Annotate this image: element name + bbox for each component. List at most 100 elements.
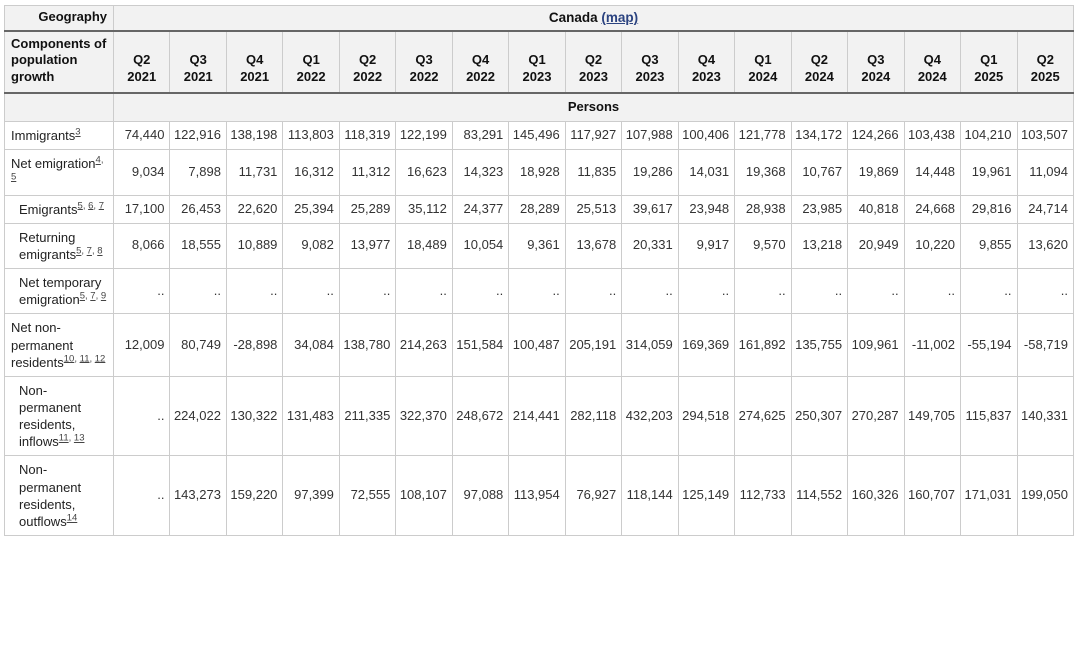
footnote-ref: 7,: [86, 245, 98, 257]
footnote-link[interactable]: 14: [66, 512, 78, 524]
value-cell: 138,198: [225, 121, 284, 151]
footnote-link[interactable]: 5: [11, 172, 17, 184]
value-cell: 294,518: [677, 375, 736, 457]
value-cell: 97,399: [282, 455, 340, 537]
unit-header: Persons: [113, 92, 1074, 123]
value-cell: 125,149: [677, 455, 736, 537]
quarter-label: Q4: [246, 52, 264, 68]
value-cell: 83,291: [451, 121, 510, 151]
footnote-link[interactable]: 13: [73, 432, 85, 444]
value-cell: 151,584: [451, 313, 510, 377]
value-cell: 19,368: [734, 149, 792, 196]
value-cell: ..: [790, 268, 849, 315]
value-cell: 135,755: [790, 313, 849, 377]
footnote-link[interactable]: 4: [95, 154, 101, 166]
footnote-link[interactable]: 7: [98, 200, 104, 212]
footnote-ref: 7: [99, 200, 104, 211]
year-label: 2023: [579, 69, 608, 85]
row-label: Net non-permanent residents10, 11, 12: [4, 313, 114, 377]
year-label: 2023: [522, 69, 552, 85]
value-cell: ..: [903, 268, 962, 315]
value-cell: 13,620: [1016, 222, 1074, 270]
value-cell: 113,954: [508, 455, 566, 537]
value-cell: 12,009: [112, 313, 171, 377]
value-cell: ..: [1016, 268, 1074, 315]
value-cell: 11,312: [338, 149, 397, 196]
value-cell: 205,191: [564, 313, 623, 377]
footnote-link[interactable]: 12: [94, 353, 106, 365]
value-cell: 10,054: [451, 222, 510, 270]
value-cell: ..: [169, 268, 227, 315]
quarter-header: Q2 2025: [1016, 30, 1074, 95]
footnote-ref: 8: [97, 246, 102, 257]
value-cell: 248,672: [451, 375, 510, 457]
footnote-link[interactable]: 11: [58, 432, 69, 444]
table-row: Emigrants5, 6, 7 17,100 26,453 22,620 25,394…: [4, 194, 1074, 224]
footnote-ref: 13: [74, 433, 85, 444]
value-cell: 159,220: [225, 455, 284, 537]
value-cell: 19,286: [621, 149, 679, 196]
footnote-link[interactable]: 3: [75, 126, 81, 138]
value-cell: 131,483: [282, 375, 340, 457]
value-cell: 18,928: [508, 149, 566, 196]
value-cell: 199,050: [1016, 455, 1074, 537]
value-cell: 9,034: [112, 149, 171, 196]
value-cell: 9,855: [960, 222, 1018, 270]
year-label: 2022: [296, 69, 326, 85]
footnote-link[interactable]: 5: [79, 290, 85, 302]
row-label: Net temporary emigration5, 7, 9: [4, 268, 114, 315]
footnote-link[interactable]: 11: [79, 353, 90, 365]
population-growth-table: Geography Canada (map) Components of pop…: [4, 4, 1074, 537]
value-cell: 314,059: [621, 313, 679, 377]
value-cell: 23,948: [677, 194, 736, 224]
value-cell: ..: [451, 268, 510, 315]
value-cell: 145,496: [508, 121, 566, 151]
year-label: 2021: [183, 69, 213, 85]
value-cell: 211,335: [338, 375, 397, 457]
quarter-header: Q1 2024: [734, 30, 792, 95]
value-cell: 40,818: [847, 194, 905, 224]
year-label: 2022: [466, 69, 495, 85]
value-cell: 35,112: [395, 194, 453, 224]
footnote-link[interactable]: 6: [88, 200, 94, 212]
region-name: Canada: [548, 10, 598, 25]
value-cell: 103,507: [1016, 121, 1074, 151]
value-cell: 11,094: [1016, 149, 1074, 196]
value-cell: 100,487: [508, 313, 566, 377]
footnote-link[interactable]: 9: [100, 290, 107, 302]
quarter-label: Q2: [1036, 52, 1054, 68]
footnote-ref: 4,: [95, 154, 104, 166]
quarter-header: Q3 2023: [621, 30, 679, 95]
footnote-ref: 11,: [58, 432, 74, 444]
value-cell: 9,361: [508, 222, 566, 270]
value-cell: 14,031: [677, 149, 736, 196]
quarter-label: Q4: [471, 52, 490, 68]
map-link[interactable]: (map): [601, 10, 639, 25]
quarter-label: Q3: [415, 52, 433, 68]
table-row: Non-permanent residents, outflows14.. 143…: [4, 455, 1074, 537]
value-cell: -58,719: [1016, 313, 1074, 377]
footnote-ref: 11,: [79, 353, 95, 365]
quarter-header: Q3 2024: [847, 30, 905, 95]
footnote-link[interactable]: 7: [90, 290, 96, 302]
footnote-link[interactable]: 8: [97, 245, 103, 257]
footnote-link[interactable]: 10: [63, 353, 75, 365]
value-cell: 14,323: [451, 149, 510, 196]
value-cell: 122,199: [395, 121, 453, 151]
footnote-link[interactable]: 5: [77, 200, 83, 212]
footnote-ref: 12: [95, 353, 106, 364]
year-label: 2022: [409, 69, 439, 85]
quarter-header: Q1 2023: [508, 30, 566, 95]
table-row: Net non-permanent residents10, 11, 12 12,…: [4, 313, 1074, 377]
value-cell: 124,266: [847, 121, 905, 151]
table-row: Immigrants3 74,440 122,916 138,198 113,803 11…: [4, 121, 1074, 151]
value-cell: 13,218: [790, 222, 849, 270]
value-cell: 214,441: [508, 375, 566, 457]
value-cell: 10,220: [903, 222, 962, 270]
quarter-header: Q4 2022: [451, 30, 510, 95]
footnote-link[interactable]: 7: [86, 245, 92, 257]
footnote-link[interactable]: 5: [76, 245, 82, 257]
quarter-label: Q3: [641, 52, 659, 68]
value-cell: 16,623: [395, 149, 453, 196]
row-label: Returning emigrants5, 7, 8: [4, 222, 114, 270]
